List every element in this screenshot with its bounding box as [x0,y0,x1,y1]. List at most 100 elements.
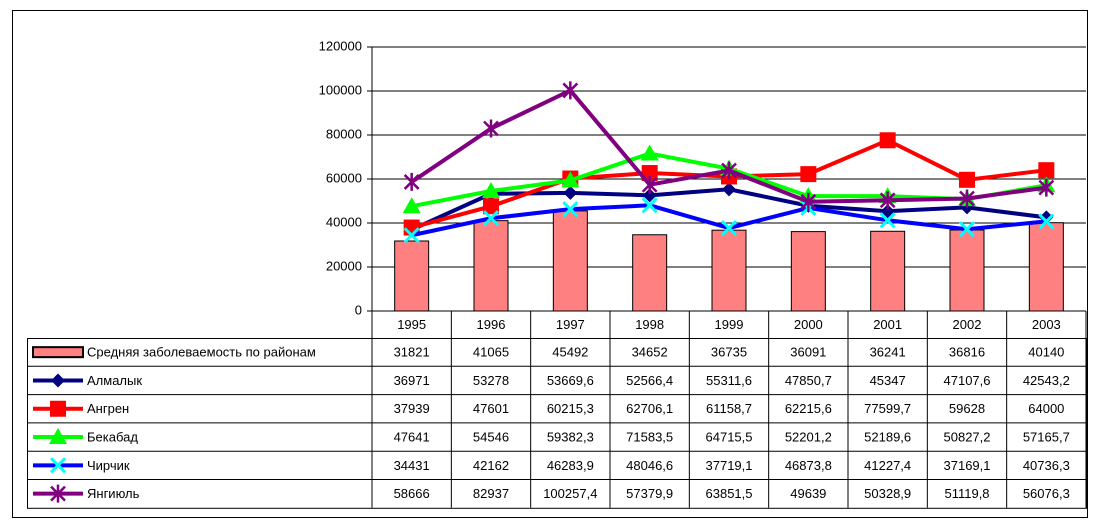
table-cell: 45492 [552,345,588,360]
point-marker [483,198,499,215]
table-cell: 77599,7 [864,401,911,416]
point-marker [640,144,659,161]
y-tick-label: 20000 [326,258,362,273]
point-marker [562,81,579,100]
point-marker [800,166,817,183]
table-cell: 58666 [394,486,430,501]
table-cell: 46283,9 [547,458,594,473]
legend-marker [51,373,65,388]
point-marker [958,221,976,238]
point-marker [641,197,658,214]
table-cell: 50827,2 [944,429,991,444]
table-cell: 46873,8 [785,458,832,473]
table-cell: 60215,3 [547,401,594,416]
x-tick-label: 1999 [715,317,744,332]
legend-marker [50,484,66,503]
table-cell: 40140 [1028,345,1064,360]
point-marker [642,188,657,203]
bar [394,240,430,312]
x-tick-label: 2002 [953,317,982,332]
point-marker [563,185,578,200]
legend-label: Чирчик [87,458,130,473]
legend-label: Бекабад [87,429,138,444]
bar [790,231,826,312]
y-tick-label: 100000 [319,82,362,97]
table-cell: 37939 [394,401,430,416]
bar [711,229,747,312]
x-tick-label: 1998 [635,317,664,332]
point-marker [959,171,975,188]
legend-label: Алмалык [87,373,142,388]
table-cell: 45347 [870,373,906,388]
bar [870,230,906,312]
table-cell: 36816 [949,345,985,360]
table-cell: 40736,3 [1023,458,1070,473]
point-marker [482,181,500,198]
table-cell: 71583,5 [626,429,673,444]
table-cell: 64715,5 [706,429,753,444]
table-cell: 41227,4 [864,458,911,473]
x-tick-label: 1995 [397,317,426,332]
table-cell: 34431 [394,458,430,473]
table-cell: 37169,1 [944,458,991,473]
point-marker [561,171,580,188]
table-cell: 57379,9 [626,486,673,501]
x-tick-label: 1996 [477,317,506,332]
table-cell: 51119,8 [944,486,989,501]
x-tick-label: 1997 [556,317,585,332]
point-marker [879,191,896,210]
table-cell: 36091 [790,345,826,360]
legend-key [32,346,84,359]
point-marker [959,189,975,208]
point-marker [562,201,579,218]
table-cell: 54546 [473,429,509,444]
table-cell: 50328,9 [864,486,911,501]
point-marker [1038,178,1055,197]
point-marker [402,197,421,214]
table-cell: 36735 [711,345,747,360]
table-cell: 62215,6 [785,401,832,416]
x-tick-label: 2000 [794,317,823,332]
table-cell: 37719,1 [706,458,753,473]
legend-label: Ангрен [87,401,129,416]
y-tick-label: 0 [355,302,362,317]
legend-label: Янгиюль [87,486,140,501]
table-cell: 42162 [473,458,509,473]
point-marker [721,161,737,180]
table-cell: 31821 [394,345,430,360]
point-marker [879,212,896,229]
point-marker [1038,213,1055,230]
table-cell: 56076,3 [1023,486,1070,501]
x-tick-label: 2003 [1032,317,1061,332]
table-cell: 34652 [632,345,668,360]
table-cell: 36241 [870,345,906,360]
table-cell: 47850,7 [785,373,832,388]
legend-marker [49,428,67,445]
table-cell: 47107,6 [944,373,991,388]
point-marker [800,192,817,211]
table-cell: 62706,1 [626,401,673,416]
table-cell: 36971 [394,373,430,388]
table-cell: 49639 [790,486,826,501]
table-cell: 61158,7 [706,401,752,416]
point-marker [403,227,420,244]
legend-label: Средняя заболеваемость по районам [87,345,316,360]
legend-marker [50,400,66,417]
table-cell: 82937 [473,486,509,501]
y-tick-label: 60000 [326,170,362,185]
table-cell: 53278 [473,373,509,388]
point-marker [482,210,500,227]
point-marker [720,219,738,237]
table-cell: 53669,6 [547,373,594,388]
bar [473,220,509,312]
y-tick-label: 120000 [319,38,362,53]
table-cell: 52201,2 [785,429,832,444]
table-cell: 52566,4 [626,373,673,388]
chart-frame [12,10,1088,518]
bar [632,234,668,312]
point-marker [1038,162,1055,179]
table-cell: 52189,6 [864,429,911,444]
point-marker [641,175,658,194]
table-cell: 55311,6 [706,373,752,388]
table-cell: 42543,2 [1023,373,1070,388]
